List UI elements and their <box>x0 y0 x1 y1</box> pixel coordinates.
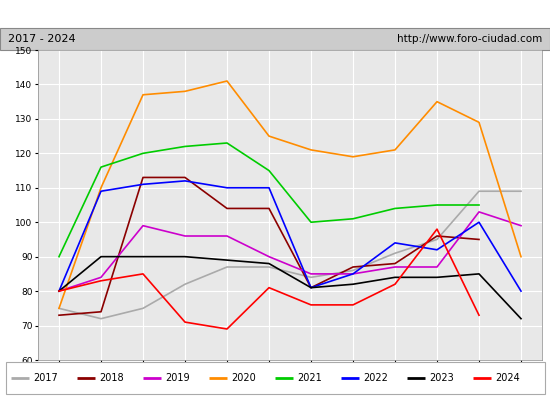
Text: Evolucion del paro registrado en Segura de la Sierra: Evolucion del paro registrado en Segura … <box>101 8 449 20</box>
Text: 2022: 2022 <box>363 373 388 383</box>
Text: 2017: 2017 <box>33 373 58 383</box>
Text: 2019: 2019 <box>165 373 189 383</box>
Text: 2017 - 2024: 2017 - 2024 <box>8 34 76 44</box>
FancyBboxPatch shape <box>0 28 550 50</box>
Text: http://www.foro-ciudad.com: http://www.foro-ciudad.com <box>397 34 542 44</box>
Text: 2023: 2023 <box>429 373 454 383</box>
Text: 2018: 2018 <box>99 373 123 383</box>
Text: 2021: 2021 <box>297 373 322 383</box>
Text: 2024: 2024 <box>495 373 520 383</box>
FancyBboxPatch shape <box>6 362 544 394</box>
Text: 2020: 2020 <box>231 373 256 383</box>
